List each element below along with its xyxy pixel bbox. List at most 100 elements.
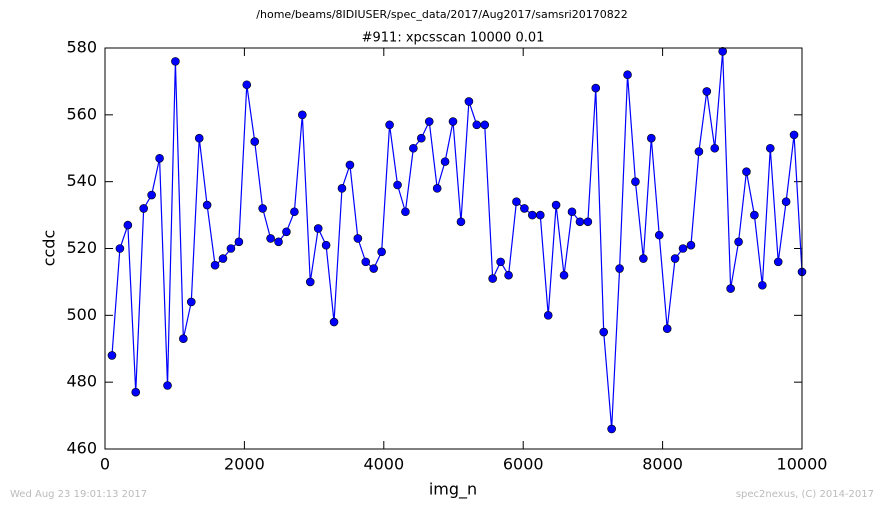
data-point — [742, 167, 751, 176]
data-point — [226, 244, 236, 253]
data-point — [432, 184, 442, 193]
footer-right: spec2nexus, (C) 2014-2017 — [736, 489, 874, 500]
data-point — [409, 143, 418, 153]
chart-title: #911: xpcsscan 10000 0.01 — [362, 31, 545, 46]
data-point — [131, 387, 141, 397]
data-point — [488, 274, 497, 283]
plot-frame — [104, 47, 803, 450]
data-point — [242, 80, 252, 90]
x-tick-label: 2000 — [224, 455, 265, 474]
data-point — [623, 70, 632, 80]
data-point — [718, 47, 727, 56]
data-point — [313, 224, 323, 233]
data-point — [155, 153, 164, 163]
data-point — [615, 264, 624, 273]
data-point — [726, 284, 735, 293]
data-point — [575, 217, 585, 227]
y-tick-label: 540 — [66, 171, 97, 190]
data-point — [274, 237, 283, 247]
y-tick-label: 560 — [66, 104, 97, 123]
data-point — [528, 210, 537, 220]
data-point — [480, 120, 490, 130]
data-point — [702, 87, 712, 96]
data-point — [631, 177, 640, 186]
data-point — [107, 351, 117, 360]
data-point — [139, 204, 148, 213]
x-tick-label: 0 — [100, 455, 110, 474]
x-tick-label: 4000 — [363, 455, 404, 474]
data-point — [654, 230, 664, 240]
data-point — [361, 257, 371, 267]
data-point — [266, 234, 275, 243]
data-point — [210, 260, 220, 270]
data-point — [583, 217, 593, 227]
data-point — [551, 200, 561, 210]
data-point — [282, 227, 291, 237]
data-point — [599, 327, 609, 337]
data-point — [559, 270, 569, 280]
data-point — [520, 204, 529, 213]
data-point — [504, 270, 513, 280]
data-point — [670, 254, 680, 263]
suptitle: /home/beams/8IDIUSER/spec_data/2017/Aug2… — [256, 8, 627, 21]
data-point — [686, 240, 696, 250]
data-point — [337, 184, 347, 193]
data-point — [662, 324, 672, 334]
data-point — [305, 277, 315, 287]
data-point — [171, 57, 180, 66]
data-line — [111, 51, 802, 429]
data-point — [750, 210, 759, 220]
data-point — [765, 143, 775, 153]
x-tick-label: 8000 — [642, 455, 683, 474]
data-point — [416, 133, 426, 143]
data-point — [440, 157, 450, 166]
data-point — [163, 381, 172, 390]
data-point — [329, 317, 339, 327]
data-point — [496, 257, 505, 267]
y-tick-label: 520 — [66, 238, 97, 257]
data-point — [401, 207, 410, 217]
data-point — [694, 147, 704, 156]
data-point — [789, 130, 799, 140]
data-point — [353, 234, 363, 243]
data-point — [472, 120, 482, 130]
data-point — [385, 120, 394, 130]
y-axis-label: ccdc — [40, 230, 59, 267]
data-point — [218, 254, 228, 263]
data-point — [567, 207, 577, 217]
data-point — [543, 311, 553, 320]
data-point — [377, 247, 386, 257]
data-point — [710, 143, 720, 153]
x-axis-label: img_n — [429, 480, 477, 500]
y-tick-label: 480 — [66, 372, 97, 391]
data-point — [393, 180, 402, 190]
data-point — [464, 97, 474, 106]
data-point — [345, 160, 355, 170]
data-point — [456, 217, 466, 227]
data-point — [258, 204, 267, 213]
data-point — [321, 240, 331, 250]
data-point — [781, 197, 791, 207]
data-point — [298, 110, 307, 120]
x-tick-label: 6000 — [503, 455, 544, 474]
data-point — [512, 197, 521, 207]
data-point — [123, 220, 133, 230]
data-point — [147, 190, 156, 200]
data-point — [290, 207, 299, 217]
data-point — [647, 133, 656, 143]
data-point — [773, 257, 783, 267]
data-point — [115, 244, 125, 253]
data-point — [678, 244, 688, 253]
data-point — [179, 334, 188, 344]
footer-left: Wed Aug 23 19:01:13 2017 — [10, 489, 147, 500]
data-point — [234, 237, 244, 247]
data-point — [194, 133, 204, 143]
y-tick-label: 500 — [66, 305, 97, 324]
y-tick-label: 580 — [66, 38, 97, 57]
data-point — [535, 210, 545, 220]
data-point — [369, 264, 378, 273]
data-point — [591, 83, 601, 93]
data-point — [639, 254, 648, 263]
